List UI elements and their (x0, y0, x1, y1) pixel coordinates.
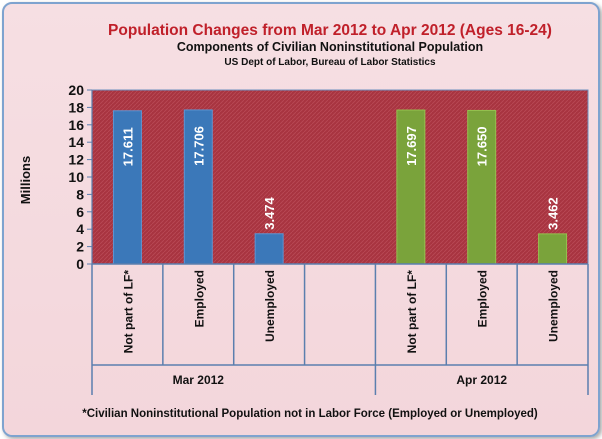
bar-mar-3 (254, 233, 284, 265)
y-tick-label: 18 (68, 99, 84, 115)
bar-apr-1 (396, 109, 426, 265)
chart-title: Population Changes from Mar 2012 to Apr … (108, 22, 552, 39)
x-category-label: Not part of LF* (405, 270, 419, 354)
bar-value-label: 17.706 (191, 126, 206, 166)
y-tick-label: 20 (68, 82, 84, 98)
bar-value-label: 17.697 (404, 126, 419, 166)
plot-area (91, 89, 589, 265)
y-tick-label: 8 (76, 186, 84, 202)
y-tick-label: 12 (68, 152, 84, 168)
y-tick-label: 6 (76, 204, 84, 220)
x-category-label: Unemployed (263, 270, 277, 342)
bar-value-label: 3.462 (546, 197, 561, 230)
chart-subtitle: Components of Civilian Noninstitutional … (177, 40, 483, 54)
y-tick-label: 0 (76, 256, 84, 272)
bar-value-label: 17.650 (475, 127, 490, 167)
y-tick-label: 10 (68, 169, 84, 185)
x-axis: Not part of LF* Employed Unemployed Mar 201… (91, 263, 589, 395)
x-group-label: Mar 2012 (173, 373, 225, 387)
x-category-label: Employed (476, 270, 490, 327)
y-axis-label: Millions (18, 156, 33, 204)
bar-mar-2 (183, 109, 213, 265)
y-tick-label: 2 (76, 239, 84, 255)
bars-layer: 17.611 17.706 3.474 17.697 17.650 3.462 (112, 109, 568, 265)
x-category-label: Not part of LF* (121, 270, 135, 354)
y-tick-label: 4 (76, 221, 84, 237)
bar-value-label: 17.611 (120, 127, 135, 166)
y-tick-label: 16 (68, 117, 84, 133)
x-category-label: Employed (192, 270, 206, 327)
chart-source: US Dept of Labor, Bureau of Labor Statis… (224, 57, 436, 68)
bar-apr-3 (538, 233, 568, 265)
x-category-label: Unemployed (547, 270, 561, 342)
x-group-label: Apr 2012 (456, 373, 507, 387)
footnote: *Civilian Noninstitutional Population no… (82, 408, 538, 420)
bar-value-label: 3.474 (262, 196, 277, 229)
y-tick-label: 14 (68, 134, 84, 150)
bar-mar-1 (112, 110, 142, 265)
